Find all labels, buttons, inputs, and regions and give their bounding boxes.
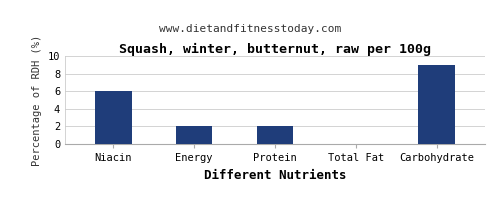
Y-axis label: Percentage of RDH (%): Percentage of RDH (%) (32, 34, 42, 166)
Bar (96, 91, 132, 144)
Bar (176, 126, 212, 144)
X-axis label: Different Nutrients: Different Nutrients (204, 169, 346, 182)
Bar (418, 65, 454, 144)
Text: www.dietandfitnesstoday.com: www.dietandfitnesstoday.com (159, 24, 341, 34)
Title: Squash, winter, butternut, raw per 100g: Squash, winter, butternut, raw per 100g (119, 43, 431, 56)
Bar (257, 126, 293, 144)
